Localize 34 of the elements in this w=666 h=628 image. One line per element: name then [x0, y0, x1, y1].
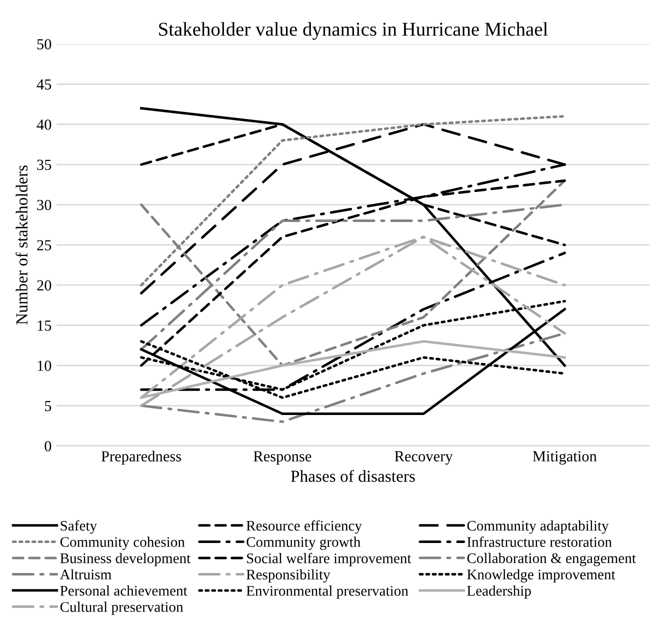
chart-title: Stakeholder value dynamics in Hurricane Michael — [159, 22, 548, 40]
legend-label: Environmental preservation — [246, 586, 408, 599]
y-tick-label: 10 — [38, 360, 52, 371]
y-tick-label: 45 — [36, 79, 52, 90]
y-tick-label: 40 — [36, 119, 52, 130]
x-tick-label: Recovery — [394, 451, 453, 465]
legend-label: Knowledge improvement — [467, 569, 616, 582]
y-tick-label: 50 — [37, 39, 52, 50]
legend-label: Responsibility — [246, 569, 330, 583]
legend-label: Leadership — [467, 585, 531, 599]
legend-label: Community growth — [246, 536, 360, 550]
legend-label: Cultural preservation — [60, 602, 184, 615]
y-tick-label: 0 — [44, 441, 52, 452]
y-tick-label: 20 — [37, 280, 52, 291]
x-tick-label: Preparedness — [101, 450, 182, 465]
legend-label: Collaboration & engagement — [467, 552, 636, 566]
legend-label: Business development — [60, 552, 191, 566]
legend-label: Infrastructure restoration — [467, 536, 612, 547]
legend-label: Altruism — [60, 569, 112, 580]
y-tick-label: 30 — [37, 200, 52, 210]
y-tick-label: 5 — [45, 400, 52, 412]
x-tick-label: Mitigation — [532, 451, 597, 465]
x-axis-title: Phases of disasters — [290, 470, 415, 482]
legend-label: Social welfare improvement — [247, 552, 412, 566]
x-tick-label: Response — [254, 451, 312, 465]
legend-label: Resource efficiency — [246, 520, 362, 534]
legend-label: Community cohesion — [60, 536, 185, 550]
y-tick-label: 15 — [38, 320, 52, 331]
y-tick-label: 35 — [37, 160, 52, 170]
legend-label: Personal achievement — [60, 585, 188, 596]
y-axis-title: Number of stakeholders — [16, 165, 28, 325]
legend-label: Community adaptability — [467, 520, 609, 534]
legend-label: Safety — [60, 520, 97, 534]
y-tick-label: 25 — [37, 240, 52, 250]
